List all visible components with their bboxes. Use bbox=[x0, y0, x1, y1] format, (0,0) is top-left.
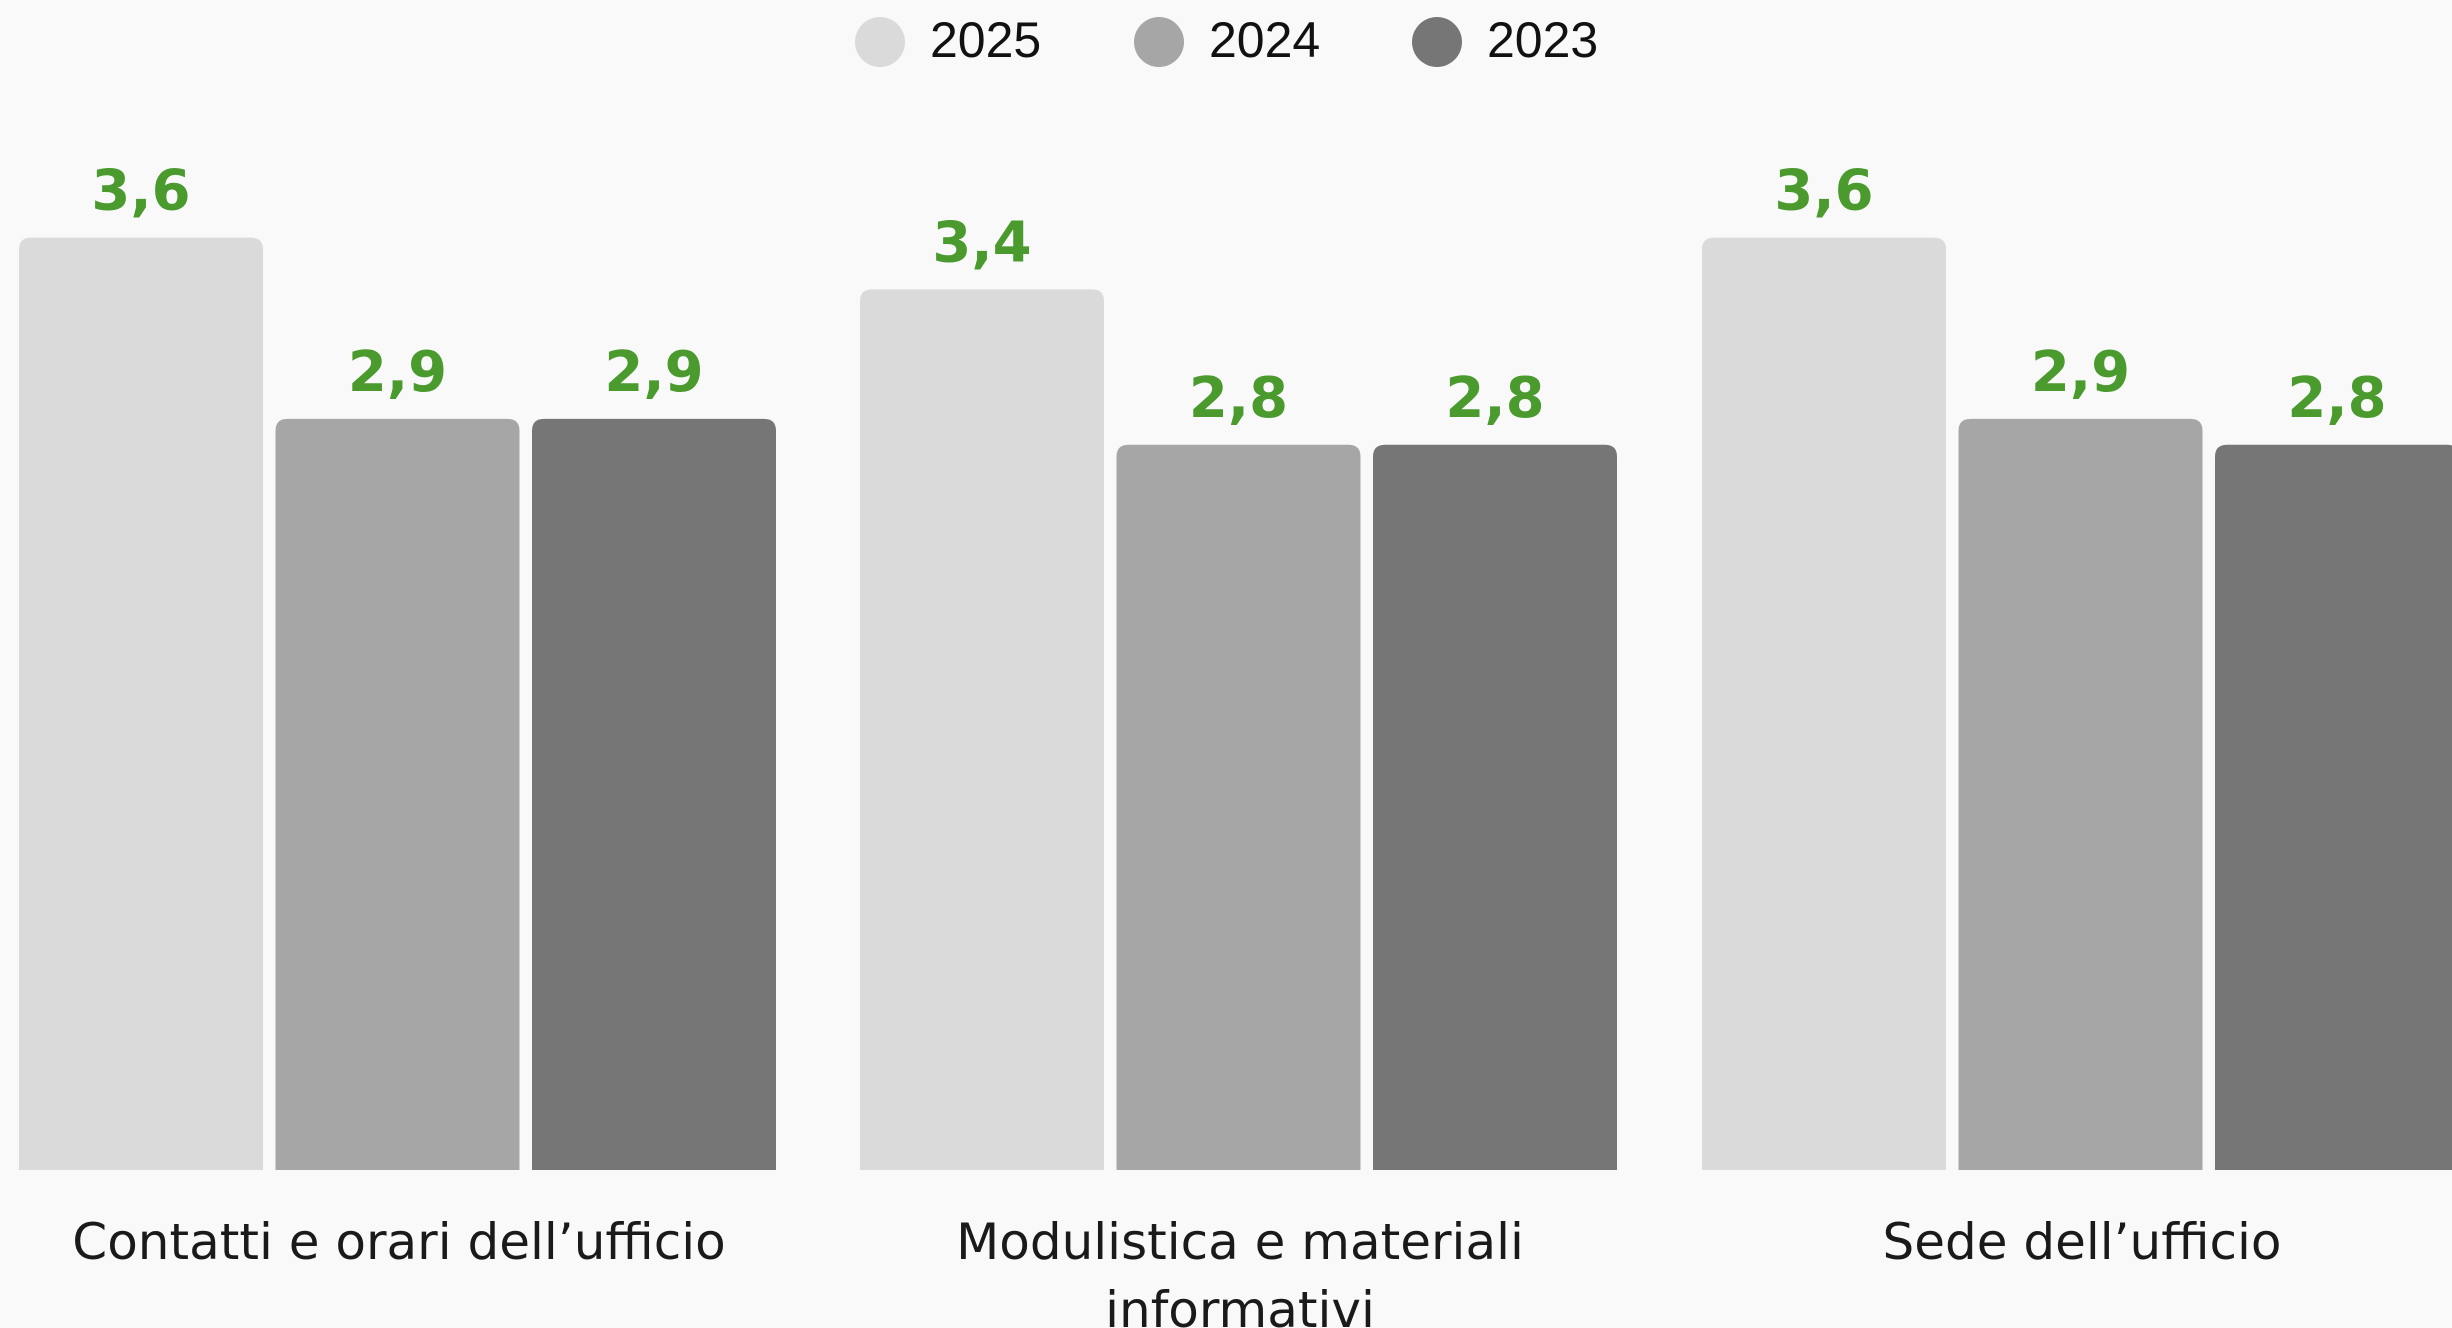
value-label: 3,6 bbox=[1774, 159, 1873, 224]
bar bbox=[2215, 444, 2452, 1170]
legend-label: 2025 bbox=[930, 12, 1041, 68]
bar bbox=[19, 237, 263, 1171]
category-label: Contatti e orari dell’ufficio bbox=[72, 1213, 726, 1271]
value-label: 2,9 bbox=[2031, 340, 2130, 405]
value-label: 2,8 bbox=[2287, 366, 2386, 431]
bar bbox=[532, 418, 776, 1170]
category-label: Modulistica e materiali informativi bbox=[956, 1213, 1524, 1328]
legend-label: 2023 bbox=[1487, 12, 1598, 68]
category-label: Sede dell’ufficio bbox=[1882, 1213, 2282, 1271]
value-label: 2,9 bbox=[604, 340, 703, 405]
bar bbox=[1116, 444, 1361, 1170]
bar bbox=[860, 289, 1104, 1170]
legend-swatch bbox=[1412, 17, 1462, 67]
legend-label: 2024 bbox=[1209, 12, 1320, 68]
value-label: 3,6 bbox=[91, 159, 190, 224]
bar bbox=[275, 418, 520, 1170]
legend-swatch bbox=[855, 17, 905, 67]
bar bbox=[1958, 418, 2203, 1170]
value-label: 2,9 bbox=[348, 340, 447, 405]
bar bbox=[1702, 237, 1946, 1171]
bar bbox=[1373, 444, 1617, 1170]
value-label: 3,4 bbox=[932, 210, 1031, 275]
legend-swatch bbox=[1134, 17, 1184, 67]
value-label: 2,8 bbox=[1445, 366, 1544, 431]
value-label: 2,8 bbox=[1189, 366, 1288, 431]
